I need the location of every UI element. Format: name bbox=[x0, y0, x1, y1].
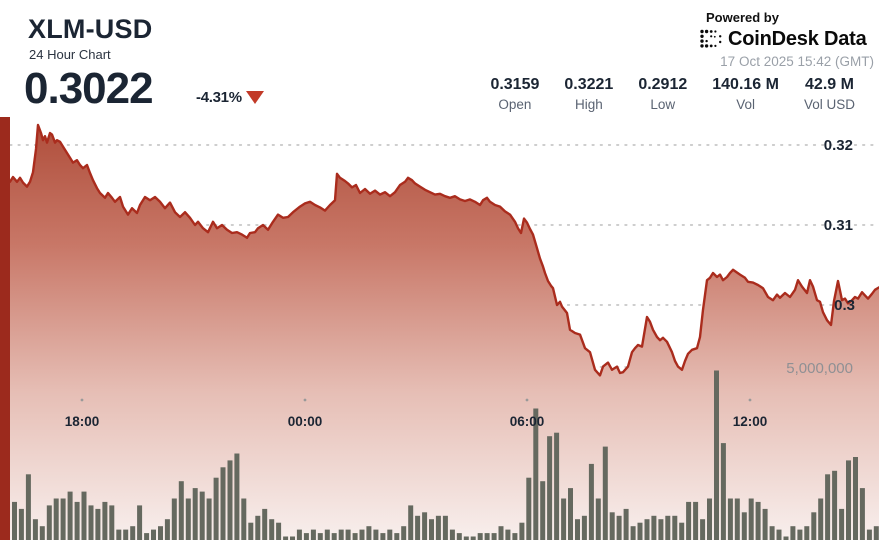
stat-high-label: High bbox=[574, 97, 603, 112]
time-tick-dots bbox=[80, 398, 752, 402]
current-price: 0.3022 bbox=[24, 64, 154, 113]
stat-open-value: 0.3159 bbox=[490, 76, 540, 93]
volume-bars bbox=[12, 370, 879, 540]
coindesk-logo[interactable]: CoinDesk Data bbox=[700, 28, 867, 51]
stat-vol-usd-label: Vol USD bbox=[803, 97, 855, 112]
stat-open: 0.3159 Open bbox=[490, 76, 539, 112]
powered-by-label: Powered by bbox=[706, 10, 779, 25]
stat-vol-label: Vol bbox=[736, 97, 755, 112]
chart-subtitle: 24 Hour Chart bbox=[29, 47, 111, 62]
coindesk-logo-text: CoinDesk Data bbox=[728, 28, 867, 50]
stat-low: 0.2912 Low bbox=[638, 76, 687, 112]
price-area-fill bbox=[10, 125, 879, 540]
stat-open-label: Open bbox=[498, 97, 532, 112]
down-triangle-icon bbox=[246, 91, 264, 104]
change-percent: -4.31% bbox=[196, 89, 242, 106]
price-axis-label-032: 0.32 bbox=[823, 137, 853, 154]
stat-high-value: 0.3221 bbox=[564, 76, 614, 93]
ohlcv-stats-row: 0.3159 Open 0.3221 High 0.2912 Low 140.1… bbox=[490, 76, 855, 112]
price-line bbox=[8, 123, 879, 377]
stat-low-label: Low bbox=[650, 97, 676, 112]
price-axis-label-031: 0.31 bbox=[823, 217, 853, 234]
stat-vol-usd: 42.9 M Vol USD bbox=[804, 76, 855, 112]
stat-low-value: 0.2912 bbox=[638, 76, 688, 93]
stat-vol: 140.16 M Vol bbox=[712, 76, 779, 112]
time-label-0000: 00:00 bbox=[287, 414, 323, 429]
time-label-1800: 18:00 bbox=[64, 414, 100, 429]
stat-vol-usd-value: 42.9 M bbox=[805, 76, 854, 93]
coindesk-logo-icon bbox=[700, 29, 722, 48]
symbol-title: XLM-USD bbox=[28, 14, 153, 44]
volume-axis-label: 5,000,000 bbox=[786, 360, 853, 377]
stat-high: 0.3221 High bbox=[564, 76, 613, 112]
left-accent-bar bbox=[0, 117, 10, 540]
stat-vol-value: 140.16 M bbox=[712, 76, 779, 93]
price-axis-label-030: 0.3 bbox=[834, 297, 855, 314]
timestamp: 17 Oct 2025 15:42 (GMT) bbox=[720, 54, 874, 69]
time-label-0600: 06:00 bbox=[509, 414, 545, 429]
time-label-1200: 12:00 bbox=[732, 414, 768, 429]
